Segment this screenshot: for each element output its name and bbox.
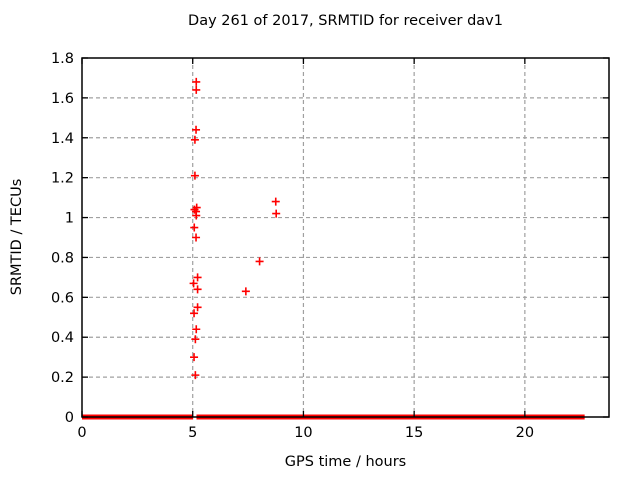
data-point-marker [192, 77, 201, 86]
tick-label-y: 1.2 [51, 171, 74, 187]
tick-label-y: 0.6 [51, 290, 74, 306]
tick-label-y: 0 [65, 410, 74, 426]
data-point-marker [193, 273, 202, 282]
tick-label-y: 1 [65, 211, 74, 227]
tick-label-y: 0.2 [51, 370, 74, 386]
x-axis-label: GPS time / hours [284, 454, 407, 470]
data-point-marker [190, 223, 199, 232]
chart-title: Day 261 of 2017, SRMTID for receiver dav… [188, 13, 503, 29]
data-point-marker [255, 257, 264, 266]
data-point-marker [192, 233, 201, 242]
data-point-marker [190, 309, 199, 318]
data-point-marker [190, 135, 199, 144]
tick-label-x: 10 [294, 425, 312, 441]
data-point-marker [241, 287, 250, 296]
data-point-marker [193, 285, 202, 294]
data-point-marker [192, 125, 201, 134]
tick-label-y: 1.6 [51, 91, 74, 107]
data-point-marker [192, 325, 201, 334]
tick-label-x: 15 [405, 425, 423, 441]
data-point-marker [192, 85, 201, 94]
data-point-marker [191, 371, 200, 380]
data-point-marker [272, 209, 281, 218]
data-point-marker [190, 353, 199, 362]
data-point-marker [190, 171, 199, 180]
tick-label-x: 20 [516, 425, 534, 441]
tick-label-y: 0.4 [51, 330, 74, 346]
data-point-marker [189, 279, 198, 288]
data-point-marker [271, 197, 280, 206]
tick-label-x: 5 [188, 425, 197, 441]
data-point-marker [191, 335, 200, 344]
tick-label-y: 0.8 [51, 250, 74, 266]
tick-label-x: 0 [77, 425, 86, 441]
data-point-marker [193, 303, 202, 312]
plot-border [81, 57, 610, 418]
tick-label-y: 1.4 [51, 131, 74, 147]
tick-label-y: 1.8 [51, 51, 74, 67]
data-point-marker [192, 211, 201, 220]
